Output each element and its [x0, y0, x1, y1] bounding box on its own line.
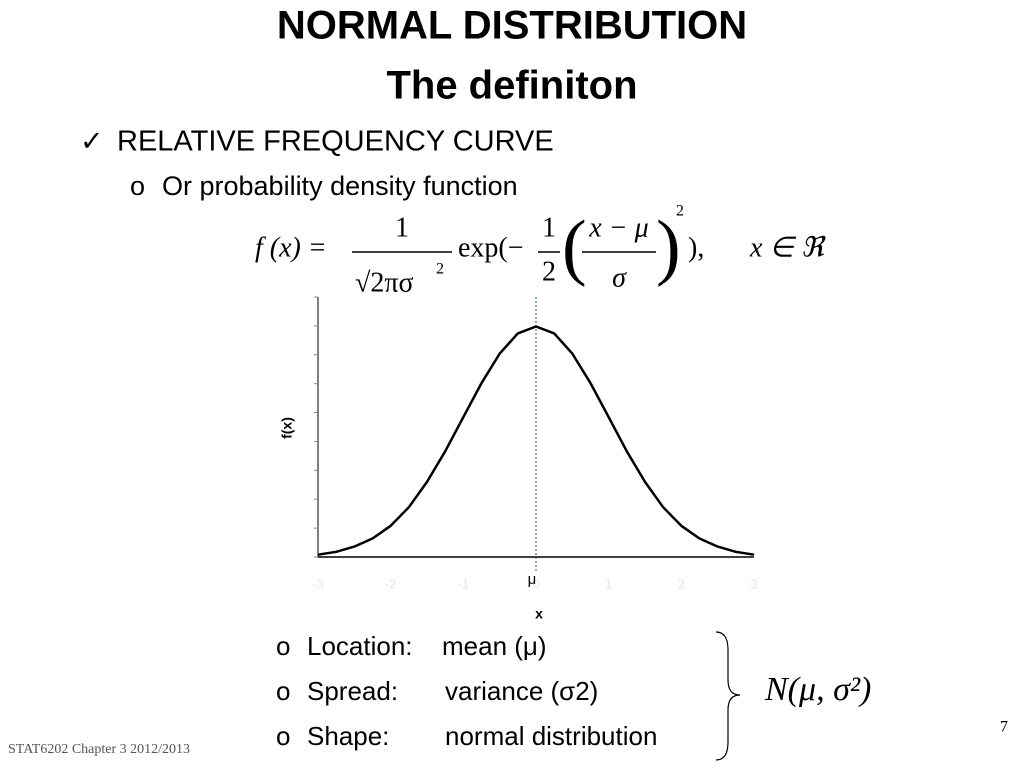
bullet-marker: o	[276, 631, 290, 661]
x-tick-label: 0	[532, 576, 539, 591]
formula-lhs: f (x) =	[255, 232, 327, 263]
properties: o Location: mean (μ) o Spread: variance …	[276, 631, 657, 751]
formula-exp: exp(−	[458, 232, 524, 263]
formula-den: √2πσ	[355, 267, 414, 298]
bullet-marker: o	[130, 171, 145, 201]
x-tick-label: 1	[605, 576, 612, 591]
formula-num: 1	[395, 212, 409, 243]
notation: N(μ, σ²)	[764, 671, 871, 708]
y-axis-label: f(x)	[279, 417, 295, 439]
formula-num: x − μ	[588, 212, 648, 243]
formula-den-exp: 2	[436, 261, 444, 278]
property-value: mean (μ)	[442, 631, 547, 661]
x-tick-label: 2	[678, 576, 685, 591]
subtitle: The definiton	[386, 64, 637, 108]
property-label: Location:	[307, 631, 413, 661]
formula-domain: x ∈ ℜ	[749, 232, 827, 263]
property-label: Spread:	[307, 676, 398, 706]
bullet-marker: ✓	[80, 125, 103, 156]
bullet-text: RELATIVE FREQUENCY CURVE	[117, 126, 554, 158]
footer-course: STAT6202 Chapter 3 2012/2013	[8, 742, 190, 757]
title: NORMAL DISTRIBUTION	[277, 4, 747, 48]
brace	[715, 631, 741, 761]
page-number: 7	[1000, 719, 1008, 736]
property-label: Shape:	[307, 721, 389, 751]
formula-paren: (	[562, 206, 587, 288]
bullet-marker: o	[276, 676, 290, 706]
chart: -3 -2 -1 0 1 2 3 μ x f(x)	[279, 296, 758, 622]
formula-paren: )	[656, 206, 681, 288]
density-curve	[317, 325, 755, 556]
x-tick-label: -2	[385, 576, 397, 591]
formula-power: 2	[676, 203, 684, 220]
x-axis-label: x	[535, 606, 543, 622]
property-value: normal distribution	[445, 721, 657, 751]
x-tick-label: 3	[750, 576, 757, 591]
formula-tail: ),	[688, 232, 704, 263]
bullet-text: Or probability density function	[162, 171, 518, 201]
bullet-marker: o	[276, 721, 290, 751]
x-tick-label: -3	[312, 576, 324, 591]
x-tick-label: -1	[458, 576, 470, 591]
formula-num: 1	[542, 212, 556, 243]
formula-den: σ	[612, 262, 627, 293]
formula: f (x) = 1 √2πσ 2 exp(− 1 2 ( x − μ σ ) 2…	[255, 203, 827, 299]
property-value: variance (σ2)	[445, 676, 598, 706]
formula-den: 2	[542, 256, 556, 287]
center-label: μ	[528, 571, 537, 588]
